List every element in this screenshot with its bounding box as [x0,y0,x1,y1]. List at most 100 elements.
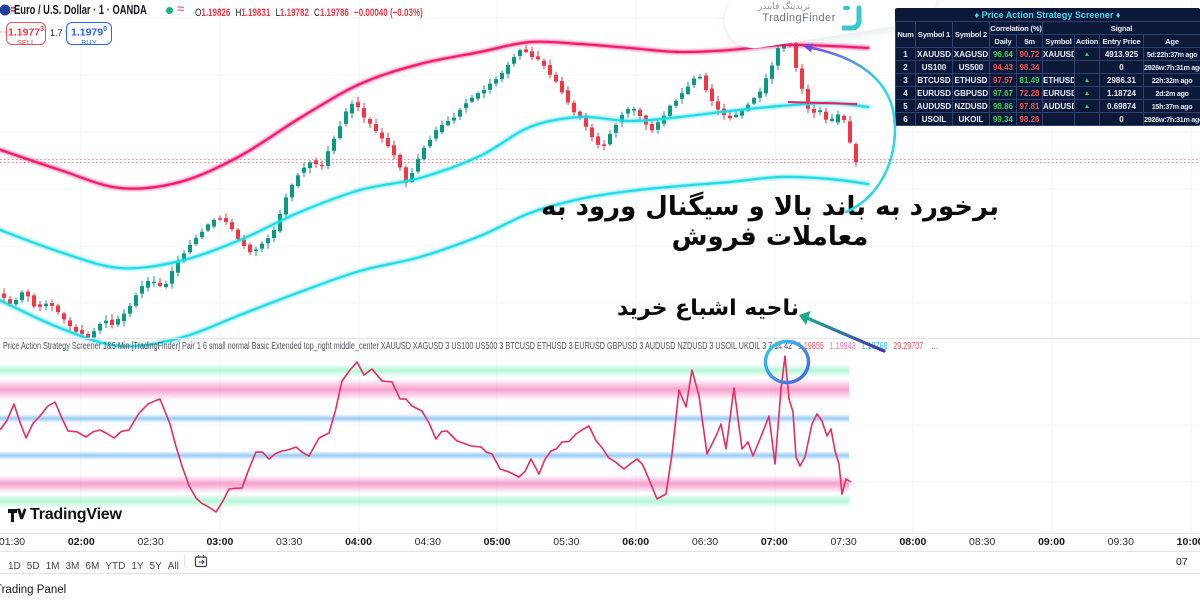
screener-cell [1042,60,1075,74]
screener-cell: 1.18724 [1099,86,1144,100]
screener-cell: BTCUSD [915,73,953,87]
buy-button[interactable]: 1.19790 BUY [66,22,112,47]
trading-panel-toggle[interactable]: Trading Panel [0,584,67,596]
status-ellipsis: … [931,341,939,352]
tradingview-wordmark: TradingView [30,506,122,523]
screener-row: 3 BTCUSD ETHUSD 97.57 81.49 ETHUSD ▲ 2986.31 22h… [895,73,1200,87]
ohlc-label: C [314,7,320,19]
screener-cell: EURUSD [915,86,953,100]
axis-separator-top [0,533,1200,534]
tradingfinder-logo: تریدینگ فایندر TradingFinder [758,2,868,31]
indicator-value: 1.19943 [829,341,856,352]
overbought-annotation: ناحیه اشباع خرید [617,296,799,321]
indicator-value: 1.19855 [797,341,824,352]
time-label: 08:30 [969,536,996,548]
buy-price: 1.1979 [70,26,104,39]
screener-panel: ♦ Price Action Strategy Screener ♦ Num Sy… [895,8,1200,126]
range-button-ytd[interactable]: YTD [105,561,126,572]
screener-cell: 2926w:7h:31m ago [1142,112,1200,126]
ohlc-value: 1.19786 [319,7,349,19]
screener-cell: 97.67 [989,86,1017,100]
spread-value: 1.7 [48,28,65,38]
screener-title: ♦ Price Action Strategy Screener ♦ [974,10,1121,20]
range-button-5y[interactable]: 5Y [149,561,162,572]
range-button-1d[interactable]: 1D [8,561,21,572]
range-button-all[interactable]: All [167,561,179,572]
time-label: 10:00 [1176,536,1200,548]
screener-header: Signal [1041,21,1200,35]
screener-header: Symbol 2 [952,21,990,48]
screener-cell: 98.86 [989,99,1017,113]
screener-cell: ▲ [1074,47,1100,61]
range-button-5d[interactable]: 5D [26,561,40,572]
screener-cell: 97.57 [989,73,1017,87]
time-axis[interactable]: 01:30 02:00 02:30 03:00 03:30 04:00 04:30 05:00… [0,536,1200,550]
range-button-6m[interactable]: 6M [85,561,100,572]
screener-row: 2 US100 US500 94.43 98.34 0 2926w:7h:31m ago [895,60,1200,74]
screener-cell: ETHUSD [952,73,990,87]
screener-cell: ETHUSD [1042,73,1075,87]
screener-cell: GBPUSD [952,86,990,100]
screener-cell: 2986.31 [1099,73,1144,87]
screener-cell: 4 [895,86,916,100]
screener-cell [1074,60,1100,74]
tradingfinder-icon [842,5,862,31]
ohlc-label: L [275,7,280,19]
screener-cell: ▲ [1074,99,1100,113]
sell-price: 1.1977 [7,26,41,39]
screener-cell: US500 [952,60,990,74]
screener-cell: 81.49 [1016,73,1043,87]
ohlc-value: 1.19831 [241,7,271,19]
screener-cell: XAGUSD [952,47,990,61]
screener-cell: 98.26 [1016,112,1043,126]
screener-cell: 6 [895,112,916,126]
screener-header: Entry Price [1099,34,1144,48]
screener-header: Correlation (%) [989,21,1043,35]
screener-header: Daily [989,34,1017,48]
range-button-3m[interactable]: 3M [65,561,80,572]
tradingview-icon [8,508,26,522]
range-button-1m[interactable]: 1M [45,561,60,572]
time-label: 09:30 [1107,536,1134,548]
screener-row: 5 AUDUSD NZDUSD 98.86 97.81 AUDUSD ▲ 0.69874 15h… [895,99,1200,113]
screener-cell: 22h:32m ago [1142,73,1200,87]
range-toolbar: 1D 5D 1M 3M 6M YTD 1Y 5Y All [8,556,185,574]
screener-cell: 99.34 [989,112,1017,126]
screener-cell [1042,112,1075,126]
sell-button[interactable]: 1.19773 SELL [6,22,46,47]
screener-cell: XAUUSD [1042,47,1075,61]
screener-cell: 3 [895,73,916,87]
pane-separator[interactable] [0,338,1200,339]
screener-header: Symbol 1 [915,21,953,48]
time-label-partial: 07 [1176,556,1188,568]
change-value: −0.00040 (−0.03%) [353,7,423,19]
time-label: 02:30 [137,536,164,548]
indicator-status-values: 1.19855 1.19943 1.19768 29.29707 [792,341,923,352]
screener-row: 6 USOIL UKOIL 99.34 98.26 0 2926w:7h:31m ago [895,112,1200,126]
tradingfinder-name-fa: تریدینگ فایندر [758,2,811,12]
screener-cell: 0.69874 [1099,99,1144,113]
screener-cell: ▲ [1074,86,1100,100]
indicator-value: 1.19768 [861,341,888,352]
screener-header: 5m [1016,34,1043,48]
screener-cell: 0 [1099,112,1144,126]
screener-cell: 5 [895,99,916,113]
time-label: 05:00 [483,536,511,548]
toolbar-separator [0,573,1200,574]
ohlc-value: 1.19782 [279,7,309,19]
indicator-status-line[interactable]: Price Action Strategy Screener 1&5 Min [… [3,341,938,352]
screener-cell: 15h:37m ago [1142,99,1200,113]
screener-cell: 4913.925 [1099,47,1144,61]
screener-header: Age [1142,34,1200,48]
time-label: 08:00 [899,536,927,548]
ohlc-row: O1.19826 H1.19831 L1.19782 C1.19786 −0.00040… [190,3,423,21]
range-button-1y[interactable]: 1Y [131,561,144,572]
symbol-title[interactable]: Euro / U.S. Dollar · 1 · OANDA [14,3,147,17]
go-to-date-icon[interactable] [194,554,208,568]
time-label: 06:00 [622,536,650,548]
tradingview-logo[interactable]: TradingView [7,506,122,524]
screener-cell: UKOIL [952,112,990,126]
screener-cell: EURUSD [1042,86,1075,100]
pair-flag-icon [0,3,16,17]
